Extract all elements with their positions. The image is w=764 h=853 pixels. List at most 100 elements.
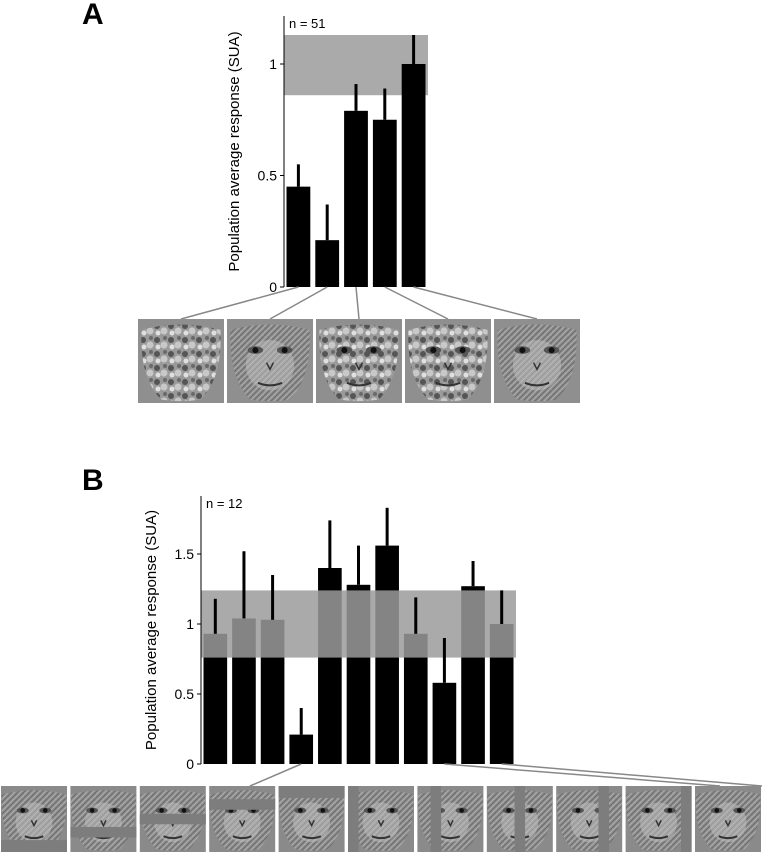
nose-icon <box>585 819 593 828</box>
pupil <box>430 347 437 354</box>
error-bars <box>213 507 504 735</box>
pupil <box>389 808 395 813</box>
mouth-icon <box>301 835 322 840</box>
connector-line <box>444 763 721 787</box>
stimulus-image <box>209 786 276 852</box>
n-annotation: n = 51 <box>289 16 326 31</box>
pupil <box>459 808 464 813</box>
stimulus-image <box>417 786 484 852</box>
face-shape <box>141 324 221 402</box>
mouth-icon <box>257 381 283 387</box>
pupil <box>459 347 466 354</box>
bar <box>286 186 311 287</box>
stimulus-image <box>348 786 414 852</box>
connector-line <box>180 286 299 320</box>
y-tick-label: 1 <box>186 616 194 632</box>
bar <box>344 110 368 288</box>
connector-line <box>501 763 763 787</box>
pupil <box>20 808 26 813</box>
mouth-icon <box>435 381 461 387</box>
stimulus-image <box>625 786 692 852</box>
pupil <box>252 347 259 354</box>
bar <box>401 63 426 287</box>
y-axis-label: Population average response (SUA) <box>226 31 243 271</box>
nose-icon <box>238 819 246 828</box>
stimulus-images <box>1 786 761 852</box>
y-tick-label: 0 <box>269 279 277 295</box>
pupil <box>112 808 117 813</box>
mouth-icon <box>718 835 738 840</box>
mouth-icon <box>524 381 550 387</box>
y-tick-label: 1 <box>269 56 277 72</box>
pupil <box>528 808 534 813</box>
y-tick-label: 0.5 <box>175 686 195 702</box>
panel-b-label: B <box>82 464 104 497</box>
occluder <box>70 826 137 838</box>
stimulus-image <box>227 319 313 403</box>
stimulus-image <box>405 319 491 403</box>
face-shape <box>408 324 488 402</box>
chart-b: 0 0.5 1 1.5 Population average response (SU… <box>143 496 516 772</box>
nose-icon <box>377 819 385 828</box>
stimulus-image <box>494 319 580 403</box>
connector-lines <box>180 286 538 320</box>
stimulus-image <box>556 786 623 852</box>
stimulus-image <box>138 319 224 403</box>
occluder <box>139 813 206 825</box>
stimulus-images <box>138 319 580 403</box>
nose-icon <box>447 819 454 828</box>
bars <box>286 63 426 288</box>
stimulus-image <box>1 786 67 852</box>
occluder <box>348 786 359 852</box>
bar <box>315 240 340 287</box>
y-axis-label: Population average response (SUA) <box>143 510 160 750</box>
occluder <box>209 799 276 810</box>
nose-icon <box>354 362 364 372</box>
pupil <box>341 347 348 354</box>
mouth-icon <box>371 835 391 840</box>
stimulus-image <box>278 786 345 852</box>
connector-line <box>269 286 328 320</box>
pupil <box>367 808 373 813</box>
bar <box>203 633 228 764</box>
pupil <box>736 808 742 813</box>
mouth-icon <box>24 835 44 840</box>
y-tick-label: 1.5 <box>175 546 195 562</box>
pupil <box>519 347 526 354</box>
occluder <box>1 840 67 852</box>
pupil <box>667 808 673 813</box>
pupil <box>89 808 95 813</box>
pupil <box>506 808 511 813</box>
nose-icon <box>265 362 275 372</box>
pupil <box>645 808 650 813</box>
stimulus-image <box>316 319 402 403</box>
chart-a: 00.51 Population average response (SUA) … <box>226 16 428 295</box>
stimulus-image <box>486 786 553 852</box>
stimulus-image <box>695 786 761 852</box>
pupil <box>575 808 581 813</box>
bar <box>489 624 514 764</box>
panel-a-label: A <box>82 0 104 31</box>
pupil <box>159 808 164 813</box>
stimulus-image <box>70 786 137 852</box>
occluder <box>278 786 345 798</box>
y-tick-label: 0 <box>186 756 194 772</box>
nose-icon <box>724 819 732 828</box>
bar <box>372 119 397 287</box>
bar <box>289 734 314 764</box>
connector-line <box>384 286 449 320</box>
occluder <box>430 786 442 852</box>
occluder <box>681 786 692 852</box>
bar <box>403 633 428 764</box>
pupil <box>714 808 720 813</box>
nose-icon <box>443 362 453 372</box>
pupil <box>548 347 555 354</box>
pupil <box>298 808 303 813</box>
reference-band <box>201 590 516 658</box>
y-ticks: 00.51 <box>258 56 284 295</box>
pupil <box>370 347 377 354</box>
stimulus-image <box>139 786 206 852</box>
pupil <box>320 808 326 813</box>
bar <box>432 682 457 764</box>
